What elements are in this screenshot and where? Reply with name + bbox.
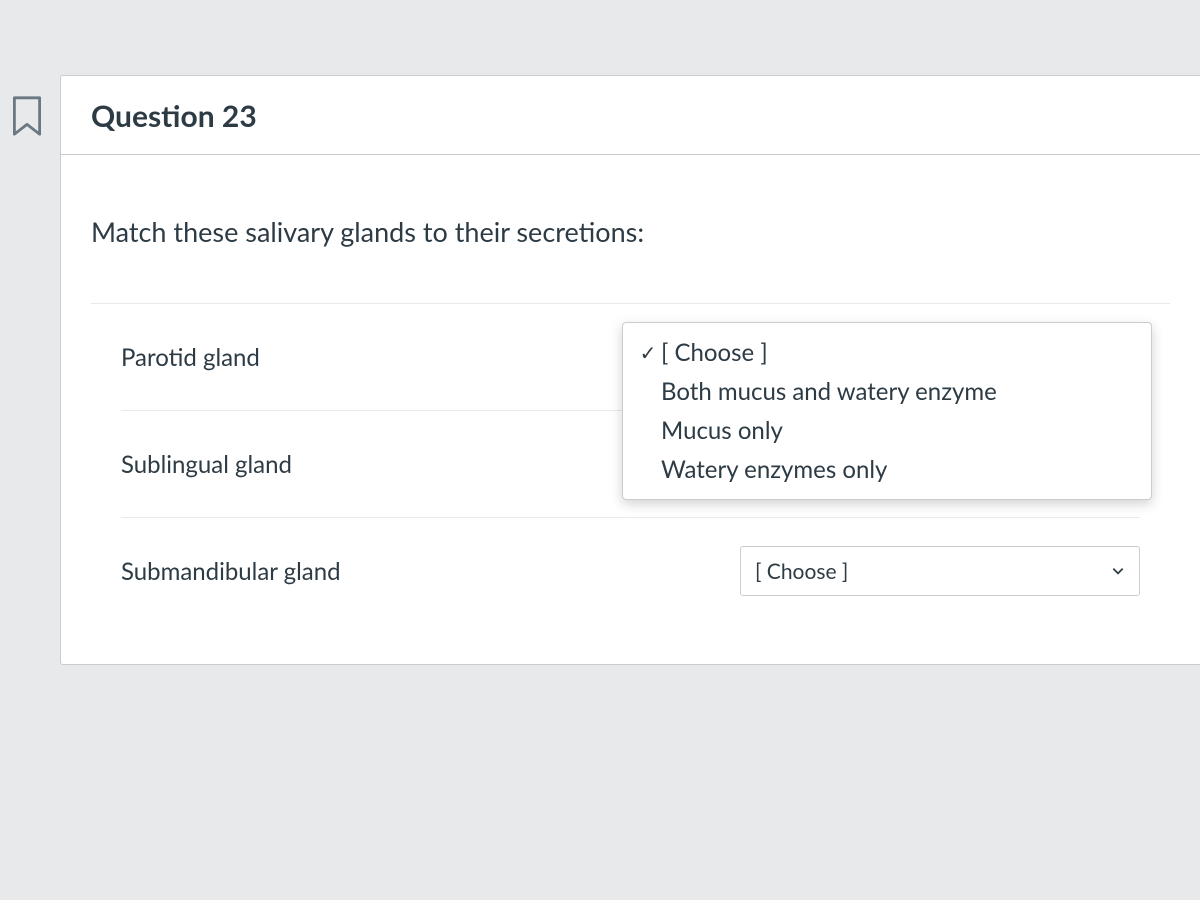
dropdown-option-both[interactable]: Both mucus and watery enzyme — [623, 372, 1151, 411]
select-submandibular[interactable]: [ Choose ] — [740, 546, 1140, 596]
dropdown-option-mucus[interactable]: Mucus only — [623, 411, 1151, 450]
dropdown-option-choose[interactable]: ✓ [ Choose ] — [623, 333, 1151, 372]
select-submandibular-value: [ Choose ] — [755, 559, 848, 584]
match-label-sublingual: Sublingual gland — [121, 450, 292, 479]
dropdown-option-label: Mucus only — [661, 416, 1129, 445]
dropdown-parotid[interactable]: ✓ [ Choose ] Both mucus and watery enzym… — [622, 322, 1152, 500]
match-row-parotid: Parotid gland [ Choose ] ✓ [ Choose ] Bo… — [121, 304, 1140, 411]
match-label-parotid: Parotid gland — [121, 343, 260, 372]
match-rows: Parotid gland [ Choose ] ✓ [ Choose ] Bo… — [91, 303, 1170, 624]
dropdown-option-label: Watery enzymes only — [661, 455, 1129, 484]
chevron-down-icon — [1111, 564, 1125, 578]
question-prompt: Match these salivary glands to their sec… — [91, 215, 1170, 248]
check-icon: ✓ — [635, 341, 661, 365]
question-header: Question 23 — [61, 76, 1200, 155]
question-title: Question 23 — [91, 98, 1170, 134]
question-body: Match these salivary glands to their sec… — [61, 155, 1200, 664]
bookmark-flag-icon[interactable] — [10, 95, 44, 137]
match-row-submandibular: Submandibular gland [ Choose ] — [121, 518, 1140, 624]
question-card: Question 23 Match these salivary glands … — [60, 75, 1200, 665]
dropdown-option-label: [ Choose ] — [661, 338, 1129, 367]
dropdown-option-watery[interactable]: Watery enzymes only — [623, 450, 1151, 489]
dropdown-option-label: Both mucus and watery enzyme — [661, 377, 1129, 406]
match-label-submandibular: Submandibular gland — [121, 557, 341, 586]
